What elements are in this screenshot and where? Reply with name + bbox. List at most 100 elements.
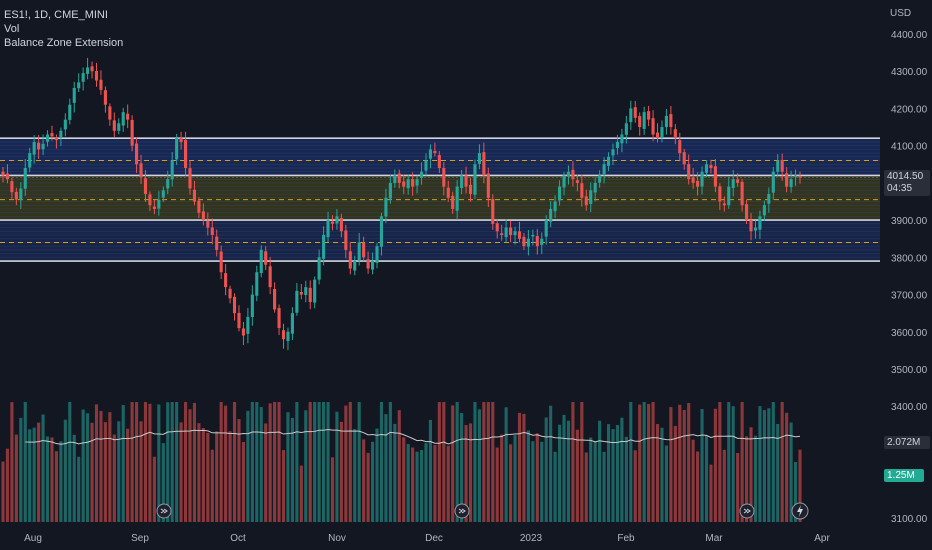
volume-bar xyxy=(50,437,54,522)
candle-body xyxy=(228,288,232,299)
volume-bar xyxy=(117,421,121,522)
candle-body xyxy=(366,259,370,269)
price-axis-label: 3600.00 xyxy=(891,328,928,339)
volume-bar xyxy=(633,450,637,522)
candle-body xyxy=(482,152,486,176)
candle-body xyxy=(112,120,116,131)
candle-body xyxy=(201,211,205,221)
volume-bar xyxy=(353,428,357,522)
volume-bar xyxy=(651,402,655,522)
candle-body xyxy=(468,184,473,195)
volume-bar xyxy=(90,422,94,522)
volume-bar xyxy=(68,402,72,522)
volume-bar xyxy=(486,402,490,522)
volume-bar xyxy=(669,407,673,522)
volume-bar xyxy=(419,449,424,522)
candle-body xyxy=(348,251,352,269)
volume-bar xyxy=(727,402,731,522)
candle-body xyxy=(633,107,637,118)
volume-bar xyxy=(589,437,593,522)
candle-body xyxy=(135,143,139,165)
volume-bar xyxy=(210,449,214,522)
lower-balance-zone xyxy=(0,220,880,262)
candle-body xyxy=(602,164,606,175)
candle-body xyxy=(437,155,441,168)
candle-body xyxy=(68,104,72,120)
candle-body xyxy=(379,216,384,247)
volume-bar xyxy=(517,412,522,522)
volume-indicator-label[interactable]: Vol xyxy=(4,23,20,35)
time-axis-label: Dec xyxy=(425,533,443,544)
currency-label: USD xyxy=(890,8,912,19)
candle-body xyxy=(535,236,539,247)
candle-body xyxy=(696,180,700,187)
candle-body xyxy=(402,181,406,187)
volume-bar xyxy=(495,447,499,522)
candle-body xyxy=(357,242,361,261)
candle-body xyxy=(371,261,375,270)
volume-bar xyxy=(473,402,477,522)
volume-bar xyxy=(660,427,664,522)
candle-body xyxy=(424,160,428,171)
volume-bar xyxy=(237,419,241,522)
candle-body xyxy=(428,149,432,159)
volume-bar xyxy=(388,402,392,522)
symbol-label[interactable]: ES1!, 1D, CME_MINI xyxy=(4,9,108,21)
candle-body xyxy=(785,173,789,187)
candle-body xyxy=(81,73,85,82)
candle-body xyxy=(419,171,424,178)
candle-body xyxy=(620,134,624,144)
candle-body xyxy=(589,190,593,204)
price-axis-label: 4300.00 xyxy=(891,67,928,78)
candle-body xyxy=(740,181,744,206)
volume-bar xyxy=(362,439,366,522)
candle-body xyxy=(179,137,183,142)
volume-bar xyxy=(566,420,571,522)
candle-body xyxy=(718,186,722,202)
price-axis-label: 3100.00 xyxy=(891,514,928,525)
candle-body xyxy=(32,141,36,155)
volume-bar xyxy=(330,457,335,522)
price-axis-label: 4100.00 xyxy=(891,142,928,153)
volume-bar xyxy=(304,410,308,522)
volume-bar xyxy=(192,402,197,522)
candle-body xyxy=(14,191,18,200)
volume-bar xyxy=(504,407,508,522)
candle-body xyxy=(130,119,134,146)
volume-bar xyxy=(201,428,205,522)
candle-body xyxy=(700,171,704,187)
volume-bar xyxy=(549,405,553,522)
candle-body xyxy=(224,273,228,288)
volume-bar xyxy=(308,402,312,522)
candle-body xyxy=(304,287,308,296)
candle-body xyxy=(762,205,766,216)
time-axis-label: Oct xyxy=(230,533,246,544)
candle-body xyxy=(188,168,192,189)
volume-bar xyxy=(86,413,90,522)
volume-bar xyxy=(491,402,495,522)
candle-body xyxy=(281,330,286,340)
volume-bar xyxy=(468,423,473,522)
candle-body xyxy=(344,230,348,250)
volume-bar xyxy=(206,432,210,522)
balance-zone-indicator-label[interactable]: Balance Zone Extension xyxy=(4,37,124,49)
price-axis-label: 4200.00 xyxy=(891,104,928,115)
chart-legend: ES1!, 1D, CME_MINI Vol Balance Zone Exte… xyxy=(4,8,123,50)
candle-body xyxy=(246,316,250,334)
candle-body xyxy=(500,233,504,235)
candle-body xyxy=(192,189,197,202)
volume-bar xyxy=(54,451,58,522)
volume-bar xyxy=(77,456,81,522)
candle-body xyxy=(558,186,562,201)
volume-bar xyxy=(437,402,441,522)
candle-body xyxy=(255,272,259,296)
price-axis-label: 3400.00 xyxy=(891,402,928,413)
candle-body xyxy=(121,112,125,126)
candle-body xyxy=(41,143,45,150)
candle-body xyxy=(206,221,210,228)
candle-body xyxy=(10,181,14,193)
time-axis-label: Aug xyxy=(24,533,42,544)
candle-body xyxy=(598,175,602,183)
volume-bar xyxy=(37,422,41,522)
